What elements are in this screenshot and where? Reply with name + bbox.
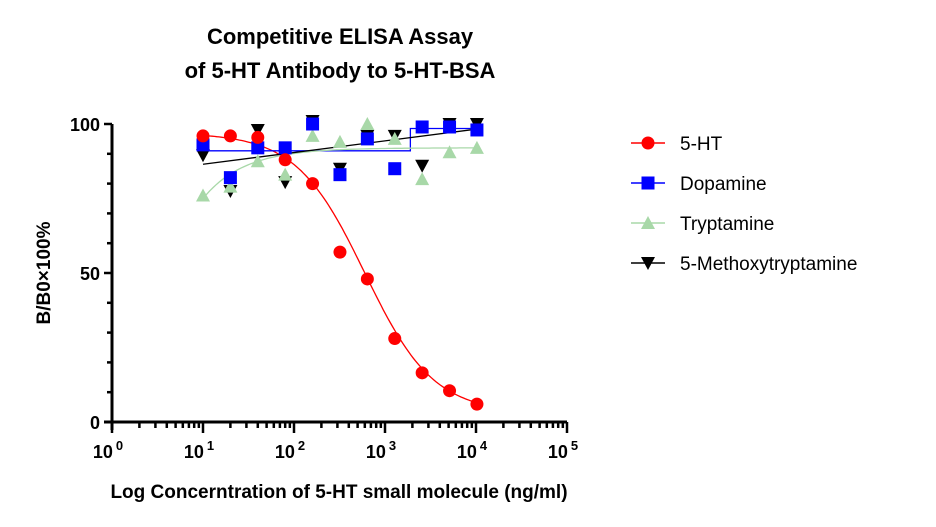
legend-label: 5-Methoxytryptamine (680, 254, 857, 275)
x-tick-label: 10 4 (457, 438, 488, 462)
data-point (196, 149, 210, 163)
data-point (470, 397, 484, 411)
x-tick-label: 10 5 (548, 438, 578, 462)
x-tick-label: 10 0 (93, 438, 123, 462)
data-point (333, 245, 347, 259)
data-points (196, 115, 484, 411)
legend-marker-square-icon (641, 176, 655, 190)
x-axis-label: Log Concerntration of 5-HT small molecul… (110, 482, 567, 503)
data-point (415, 120, 429, 134)
legend: 5-HT Dopamine Tryptamine 5-Methoxytryptamin… (631, 134, 857, 275)
y-tick-label: 100 (70, 115, 100, 135)
legend-marker-circle-icon (641, 136, 655, 150)
x-tick-label: 10 1 (184, 438, 214, 462)
legend-label: 5-HT (680, 134, 723, 155)
data-point (305, 128, 320, 142)
chart-title-line-2: of 5-HT Antibody to 5-HT-BSA (184, 58, 496, 83)
y-axis-label: B/B0×100% (34, 221, 55, 324)
data-point (223, 179, 238, 193)
data-point (360, 117, 375, 130)
data-point (388, 162, 402, 176)
x-tick-label: 10 3 (366, 438, 396, 462)
y-tick-label: 0 (90, 413, 100, 433)
x-tick-label: 10 2 (275, 438, 305, 462)
fit-curve-5-ht (202, 134, 478, 404)
data-point (415, 366, 429, 380)
data-point (442, 145, 457, 159)
data-point (387, 131, 402, 145)
data-point (278, 153, 292, 167)
y-tick-label: 50 (80, 264, 100, 284)
data-point (278, 167, 293, 181)
data-point (388, 332, 402, 346)
data-point (223, 171, 237, 185)
fit-curve-tryptamine (202, 147, 477, 199)
data-point (250, 123, 265, 137)
data-point (415, 172, 430, 186)
data-point (196, 138, 210, 152)
data-point (196, 129, 210, 143)
data-point (306, 177, 320, 191)
data-point (332, 134, 347, 148)
data-point (251, 130, 265, 144)
data-point (360, 132, 374, 146)
data-point (306, 117, 320, 131)
legend-marker-triangle-down-icon (641, 257, 655, 270)
data-point (360, 272, 374, 286)
data-point (443, 120, 457, 134)
data-point (251, 141, 265, 155)
legend-label: Dopamine (680, 174, 767, 195)
chart-title-line-1: Competitive ELISA Assay (206, 24, 474, 49)
data-point (469, 140, 484, 154)
data-point (278, 141, 292, 155)
data-point (415, 159, 430, 173)
data-point (333, 168, 347, 182)
data-point (443, 384, 457, 398)
data-point (196, 188, 210, 202)
axes: 0 50 100 10 0 10 1 10 2 10 3 10 4 10 5 (70, 115, 578, 462)
legend-marker-triangle-up-icon (641, 216, 655, 229)
data-point (223, 129, 237, 143)
legend-label: Tryptamine (680, 214, 774, 235)
data-point (250, 154, 265, 168)
data-point (470, 123, 484, 137)
